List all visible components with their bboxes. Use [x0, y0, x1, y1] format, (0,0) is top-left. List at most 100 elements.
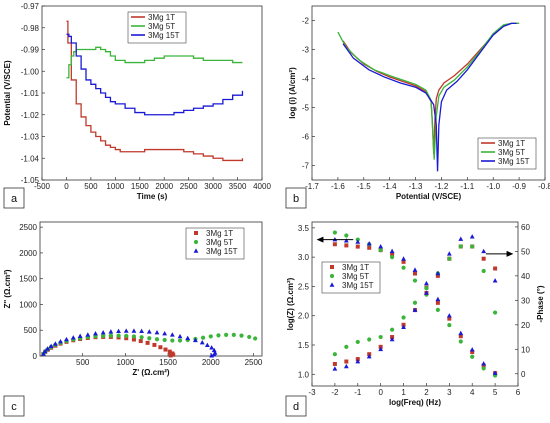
phase-point	[332, 352, 337, 357]
y2-tick-label: 60	[521, 223, 530, 232]
x-tick-label: 4000	[253, 182, 271, 191]
logz-point	[401, 265, 406, 270]
y-tick-label: -2	[302, 17, 310, 26]
x-tick-label: 0	[378, 388, 383, 397]
x-tick-label: 0	[64, 182, 69, 191]
logz-point	[435, 300, 440, 305]
x-tick-label: -1	[354, 388, 362, 397]
y-tick-label: 500	[24, 326, 38, 335]
series-line	[342, 22, 517, 172]
logz-point	[447, 322, 452, 328]
data-point	[139, 335, 144, 340]
data-point	[185, 335, 191, 341]
legend-entry: 3Mg 15T	[498, 157, 530, 166]
panel-label-box	[3, 187, 25, 209]
y-tick-label: -1.01	[21, 89, 40, 98]
phase-point	[424, 285, 429, 291]
phase-point	[435, 270, 441, 276]
y2-tick-label: 40	[521, 272, 530, 281]
x-tick-label: 3000	[204, 182, 222, 191]
x-tick-label: 2	[424, 388, 429, 397]
x-tick-label: 500	[84, 182, 98, 191]
data-point	[162, 337, 167, 343]
data-point	[70, 335, 76, 340]
logz-point	[458, 339, 463, 344]
logz-point	[458, 334, 463, 339]
phase-point	[401, 315, 406, 320]
data-point	[145, 340, 150, 345]
logz-point	[378, 248, 383, 253]
panel-label-box	[285, 395, 307, 417]
data-point	[163, 347, 168, 352]
y-tick-label: -7	[302, 162, 310, 171]
x-tick-label: -2	[331, 388, 339, 397]
data-point	[167, 349, 172, 354]
logz-point	[366, 241, 372, 246]
y-tick-label: -1.00	[21, 67, 40, 76]
x-tick-label: -0.8	[538, 182, 550, 191]
x-tick-label: 1000	[116, 358, 134, 367]
data-point	[208, 334, 213, 339]
x-tick-label: -1.6	[331, 182, 345, 191]
x-tick-label: 2000	[202, 358, 220, 367]
data-point	[193, 337, 198, 343]
y-axis-label: Potential (V/SCE)	[3, 60, 12, 126]
data-point	[171, 352, 176, 357]
logz-point	[332, 230, 337, 235]
data-point	[41, 351, 46, 356]
data-point	[162, 330, 168, 336]
data-point	[170, 338, 175, 343]
x-tick-label: 500	[76, 358, 90, 367]
data-point	[52, 341, 58, 346]
y-tick-label: 2.5	[298, 282, 310, 291]
x-tick-label: -1.0	[486, 182, 500, 191]
x-tick-label: 1500	[131, 182, 149, 191]
panel-a: -500 0 500 1000 1500 2000 2500 3000 3500 4000 -0.9…	[3, 2, 271, 209]
data-point	[48, 343, 54, 349]
data-point	[146, 329, 152, 334]
data-point	[200, 335, 206, 340]
panel-c: 500 1000 1500 2000 2500 0 500 1000 1500 2000 2500 Z…	[3, 221, 263, 417]
logz-point	[344, 243, 349, 248]
x-tick-label: -0.9	[512, 182, 526, 191]
data-point	[116, 333, 121, 338]
logz-point	[424, 280, 429, 286]
data-point	[204, 342, 210, 347]
data-point	[239, 333, 244, 338]
data-point	[154, 337, 160, 342]
logz-point	[412, 278, 418, 283]
data-point	[147, 336, 152, 341]
y-tick-label: 2500	[19, 223, 37, 232]
phase-point	[344, 359, 349, 364]
data-point	[177, 338, 183, 343]
data-point	[168, 353, 173, 358]
y-tick-label: -0.99	[21, 46, 40, 55]
phase-point	[458, 236, 464, 241]
phase-point	[343, 363, 349, 369]
phase-point	[492, 278, 498, 283]
x-tick-label: -1.1	[460, 182, 474, 191]
x-tick-label: 6	[516, 388, 521, 397]
panel-label: b	[293, 193, 299, 205]
legend-entry: 3Mg 5T	[148, 22, 175, 31]
data-point	[108, 333, 113, 338]
plot-frame	[311, 5, 546, 181]
x-tick-label: 3500	[229, 182, 247, 191]
y-tick-label: -1.03	[21, 133, 40, 142]
phase-point	[424, 290, 429, 295]
y2-tick-label: 30	[521, 296, 530, 305]
phase-point	[389, 336, 395, 342]
x-tick-label: -1.2	[435, 182, 449, 191]
logz-point	[390, 252, 395, 257]
logz-point	[481, 361, 487, 366]
logz-point	[390, 255, 395, 260]
panel-label: a	[11, 193, 18, 205]
data-point	[100, 329, 106, 335]
data-point	[177, 333, 183, 339]
y-tick-label: 1500	[19, 275, 37, 284]
data-point	[45, 346, 51, 351]
phase-point	[469, 234, 475, 239]
